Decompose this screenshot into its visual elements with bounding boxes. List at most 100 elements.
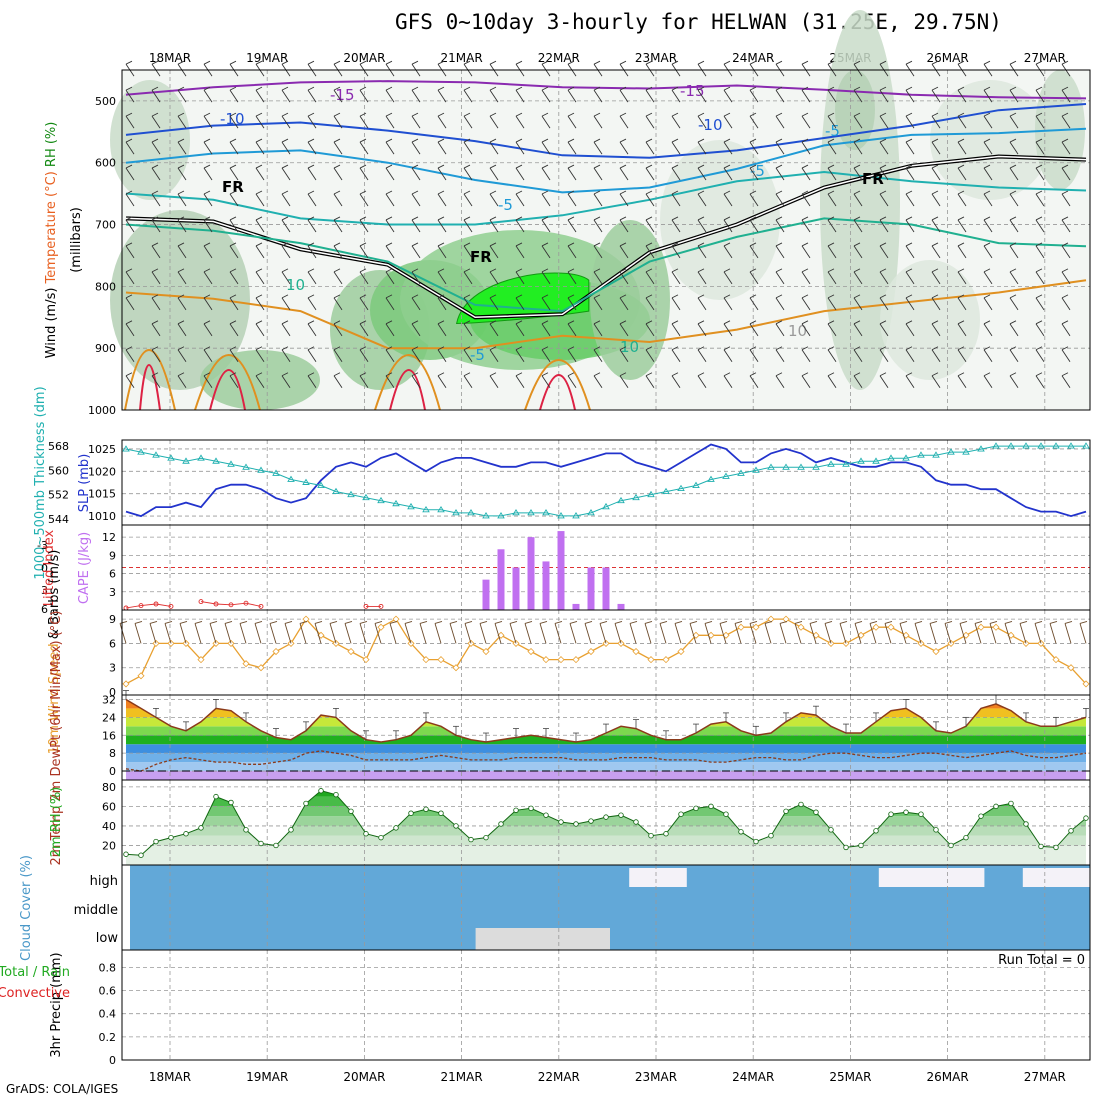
- wind-barb: [957, 242, 967, 259]
- wind-barb-flag: [801, 190, 809, 195]
- wind-barb: [619, 164, 629, 181]
- footer-credit: GrADS: COLA/IGES: [6, 1082, 119, 1096]
- wind-barb: [671, 164, 681, 181]
- wind10-barb-flag: [374, 620, 383, 624]
- wind-barb-staff: [671, 167, 681, 181]
- wind-barb-flag: [411, 372, 419, 377]
- wind-barb-staff: [1035, 167, 1045, 181]
- wind10-barb-staff: [824, 623, 832, 644]
- rh2m-marker: [888, 811, 894, 817]
- wind-barb-flag: [827, 320, 835, 325]
- wind-barb-flag: [411, 138, 419, 143]
- wind-barb-flag: [567, 86, 575, 91]
- wind-barb-staff: [333, 323, 343, 337]
- wind10-barb-staff: [524, 623, 532, 644]
- wind-barb-flag: [125, 86, 133, 91]
- thickness-marker: [692, 481, 700, 488]
- wind-barb: [307, 268, 317, 285]
- wind-barb-flag: [801, 242, 809, 247]
- wind-barb-flag: [411, 294, 419, 299]
- wind-barb-staff: [515, 167, 525, 181]
- wind-speed-marker: [647, 656, 655, 664]
- wind-barb-staff: [723, 245, 733, 259]
- wind-barb: [229, 112, 239, 129]
- wind-barb: [1009, 242, 1019, 259]
- wind-barb-staff: [125, 297, 135, 311]
- wind-barb-staff: [775, 349, 785, 363]
- rh2m-marker: [123, 851, 129, 857]
- wind10-barb: [1049, 620, 1058, 644]
- wind-barb-flag: [385, 372, 393, 377]
- wind-speed-marker: [392, 615, 400, 623]
- wind-barb: [255, 216, 265, 233]
- wind-barb: [723, 164, 733, 181]
- wind-barb: [515, 294, 525, 311]
- wind-barb-flag: [983, 190, 991, 195]
- wind-barb: [801, 242, 811, 259]
- thickness-marker: [377, 496, 385, 504]
- wind-barb-flag: [697, 112, 705, 117]
- wind-barb-flag: [125, 320, 133, 325]
- wind-barb-flag: [853, 190, 861, 195]
- wind-barb: [125, 294, 135, 311]
- wind-barb-flag: [359, 216, 367, 221]
- wind-barb: [1009, 138, 1019, 155]
- wind-barb: [931, 268, 941, 285]
- wind-barb: [515, 164, 525, 181]
- wind-speed-marker: [962, 631, 970, 639]
- wind-barb-flag: [333, 268, 341, 273]
- wind-barb-flag: [1009, 216, 1017, 221]
- wind-barb: [385, 86, 395, 103]
- wind-barb-staff: [619, 375, 629, 388]
- wind-barb-flag: [931, 138, 939, 143]
- wind-barb-staff: [593, 141, 603, 155]
- wind-speed-marker: [602, 639, 610, 647]
- cape-bar: [527, 537, 535, 610]
- wind-speed-marker: [1082, 680, 1090, 688]
- upper-air-ylabel-text: Wind (m/s) Temperature (°C) RH (%): [44, 122, 59, 359]
- wind-barb-flag: [385, 346, 393, 351]
- wind-barb-flag: [775, 164, 783, 169]
- wind-barb-staff: [437, 349, 447, 363]
- wind-barb: [177, 320, 187, 337]
- wind-barb-flag: [151, 86, 159, 91]
- wind-barb: [801, 346, 811, 363]
- wind-barb-staff: [255, 89, 265, 103]
- wind-barb-flag: [749, 138, 757, 143]
- wind-barb-flag: [931, 320, 939, 325]
- ylabel-part: RH (%): [44, 122, 59, 167]
- wind-barb-staff: [177, 297, 187, 311]
- wind-barb: [463, 372, 473, 388]
- wind-barb: [125, 164, 135, 181]
- wind-barb-flag: [801, 86, 809, 91]
- wind-barb-flag: [125, 216, 133, 221]
- date-label-top: 18MAR: [149, 51, 191, 65]
- wind-barb-flag: [333, 294, 341, 299]
- wind-barb: [853, 138, 863, 155]
- wind-barb: [775, 320, 785, 337]
- wind-barb-flag: [905, 216, 913, 221]
- wind-barb-staff: [541, 297, 551, 311]
- wind-barb-staff: [541, 219, 551, 233]
- wind-barb: [567, 164, 577, 181]
- wind-barb-flag: [567, 60, 575, 65]
- wind-barb-staff: [723, 141, 733, 155]
- wind-barb: [151, 138, 161, 155]
- wind10-barb: [599, 620, 608, 644]
- contour-label: -5: [498, 196, 513, 214]
- wind-barb-flag: [385, 112, 393, 117]
- pressure-tick: 800: [95, 280, 116, 293]
- wind-speed-marker: [332, 639, 340, 647]
- wind-barb-flag: [229, 190, 237, 195]
- wind-barb-staff: [151, 349, 161, 363]
- wind-barb: [229, 216, 239, 233]
- wind-barb-flag: [385, 294, 393, 299]
- wind10-barb: [344, 620, 353, 644]
- wind-barb-staff: [437, 89, 447, 103]
- wind-barb-staff: [515, 219, 525, 233]
- wind-barb-flag: [775, 190, 783, 195]
- wind-barb: [229, 320, 239, 337]
- wind-barb-flag: [203, 242, 211, 247]
- wind-barb: [749, 164, 759, 181]
- wind-barb-staff: [203, 115, 213, 129]
